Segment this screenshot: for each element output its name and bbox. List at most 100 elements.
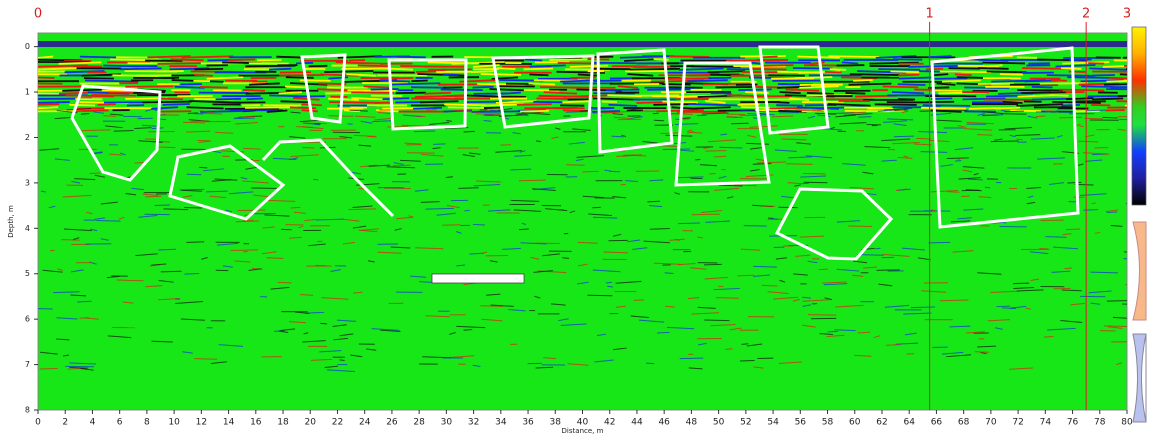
reflection bbox=[379, 80, 410, 81]
reflection bbox=[850, 74, 900, 75]
x-tick-label: 42 bbox=[604, 418, 615, 428]
reflection bbox=[231, 250, 258, 251]
reflection bbox=[928, 56, 951, 57]
reflection bbox=[740, 361, 754, 362]
reflection bbox=[804, 182, 828, 183]
reflection bbox=[1045, 237, 1066, 238]
reflection bbox=[484, 121, 492, 122]
reflection bbox=[708, 71, 745, 72]
x-tick-label: 2 bbox=[62, 418, 68, 428]
reflection bbox=[90, 173, 100, 174]
reflection bbox=[985, 187, 990, 188]
reflection bbox=[654, 59, 669, 60]
x-tick-label: 66 bbox=[931, 418, 943, 428]
reflection bbox=[38, 77, 54, 78]
reflection bbox=[184, 274, 199, 275]
reflection bbox=[464, 131, 475, 132]
reflection bbox=[161, 271, 182, 272]
reflection bbox=[340, 360, 345, 361]
reflection bbox=[243, 90, 265, 91]
x-tick-label: 6 bbox=[117, 418, 123, 428]
reflection bbox=[786, 164, 813, 165]
reflection bbox=[1036, 116, 1045, 117]
reflection bbox=[562, 258, 569, 259]
reflection bbox=[228, 59, 255, 60]
color-bar bbox=[1132, 27, 1146, 205]
reflection bbox=[709, 174, 715, 175]
x-tick-label: 26 bbox=[386, 418, 398, 428]
x-axis-label: Distance, m bbox=[562, 427, 604, 434]
x-tick-label: 70 bbox=[985, 418, 997, 428]
reflection bbox=[916, 138, 931, 139]
x-tick-label: 68 bbox=[958, 418, 970, 428]
reflection bbox=[243, 251, 248, 252]
reflection bbox=[69, 105, 95, 106]
x-tick-label: 30 bbox=[441, 418, 453, 428]
reflection bbox=[1000, 74, 1023, 75]
x-tick-label: 76 bbox=[1067, 418, 1079, 428]
reflection bbox=[296, 127, 312, 128]
filter-widget bbox=[1133, 334, 1146, 422]
reflection bbox=[893, 59, 922, 60]
reflection bbox=[609, 105, 638, 106]
reflection bbox=[770, 102, 789, 103]
reflection bbox=[159, 147, 176, 148]
reflection bbox=[383, 98, 410, 99]
x-tick-label: 24 bbox=[359, 418, 371, 428]
reflection bbox=[883, 86, 919, 87]
x-tick-label: 52 bbox=[740, 418, 751, 428]
reflection bbox=[630, 69, 680, 70]
reflection bbox=[381, 78, 413, 79]
x-tick-label: 18 bbox=[277, 418, 289, 428]
reflection bbox=[987, 72, 1027, 73]
reflection bbox=[878, 69, 920, 70]
reflection bbox=[464, 210, 469, 211]
reflection bbox=[795, 77, 832, 78]
reflection bbox=[763, 56, 778, 57]
x-tick-label: 4 bbox=[90, 418, 96, 428]
reflection bbox=[413, 108, 442, 109]
reflection bbox=[828, 331, 838, 332]
reflection bbox=[1092, 98, 1123, 99]
x-tick-label: 14 bbox=[223, 418, 235, 428]
reflection bbox=[780, 92, 801, 93]
reflection bbox=[187, 174, 201, 175]
reflection bbox=[921, 108, 966, 109]
reflection bbox=[529, 74, 548, 75]
reflection bbox=[742, 344, 749, 345]
x-tick-label: 50 bbox=[713, 418, 725, 428]
y-tick-label: 1 bbox=[25, 88, 30, 97]
reflection bbox=[1004, 111, 1023, 112]
reflection bbox=[433, 144, 445, 145]
x-tick-label: 12 bbox=[196, 418, 207, 428]
reflection bbox=[1094, 147, 1108, 148]
reflection bbox=[995, 108, 1020, 109]
reflection bbox=[678, 223, 700, 224]
reflection bbox=[680, 358, 703, 359]
reflection bbox=[184, 207, 202, 208]
reflection bbox=[520, 111, 549, 112]
marker-label: 2 bbox=[1082, 7, 1090, 22]
reflection bbox=[647, 89, 694, 90]
reflection bbox=[216, 99, 241, 100]
reflection bbox=[183, 122, 205, 123]
marker-label: 0 bbox=[34, 7, 42, 22]
y-tick-label: 2 bbox=[25, 133, 30, 142]
reflection bbox=[646, 363, 654, 364]
reflection bbox=[606, 90, 639, 91]
reflection bbox=[525, 59, 542, 60]
reflection bbox=[285, 86, 307, 87]
reflection bbox=[517, 104, 552, 105]
reflection bbox=[528, 83, 555, 84]
x-tick-label: 10 bbox=[168, 418, 180, 428]
reflection bbox=[669, 56, 709, 57]
reflection bbox=[1078, 141, 1098, 142]
reflection bbox=[849, 84, 892, 85]
reflection bbox=[1067, 182, 1081, 183]
reflection bbox=[716, 298, 739, 299]
reflection bbox=[120, 68, 162, 69]
reflection bbox=[247, 99, 263, 100]
reflection bbox=[389, 83, 440, 84]
reflection bbox=[536, 367, 553, 368]
x-tick-label: 56 bbox=[795, 418, 807, 428]
